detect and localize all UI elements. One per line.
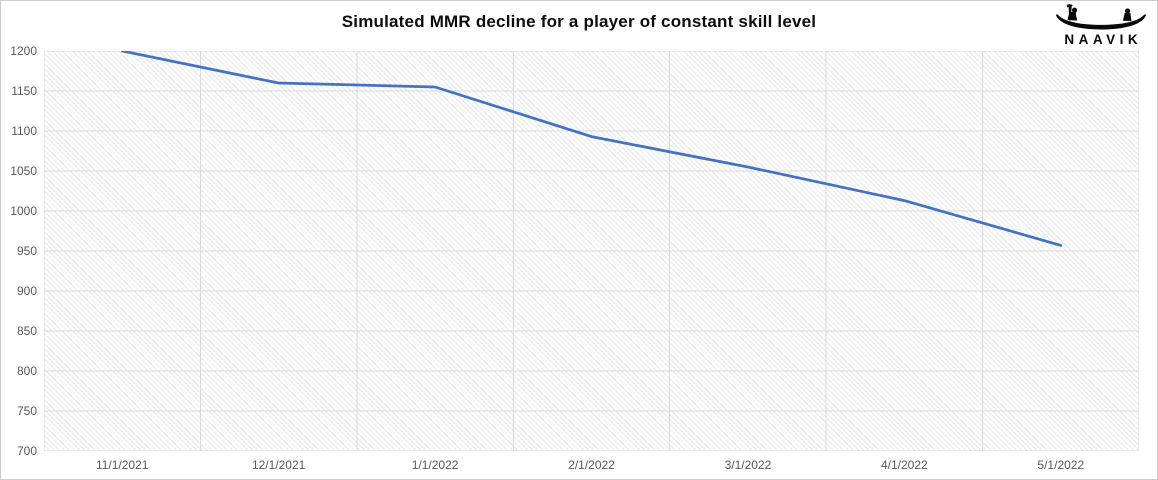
mmr-line-chart <box>44 51 1139 451</box>
series-line-simulated-mmr <box>120 51 1063 247</box>
y-tick-label: 750 <box>16 404 37 418</box>
y-tick-label: 1000 <box>10 204 37 218</box>
y-tick-label: 1200 <box>10 44 37 58</box>
x-tick-label: 3/1/2022 <box>724 458 772 472</box>
y-tick-label: 900 <box>16 284 37 298</box>
x-tick-label: 4/1/2022 <box>880 458 928 472</box>
y-tick-label: 1100 <box>11 124 37 138</box>
y-tick-label: 950 <box>16 244 37 258</box>
chart-title: Simulated MMR decline for a player of co… <box>341 12 817 31</box>
boat-logo-icon <box>1050 4 1152 32</box>
y-tick-label: 850 <box>16 324 37 338</box>
y-tick-label: 700 <box>16 444 37 458</box>
y-tick-label: 1050 <box>10 164 37 178</box>
x-tick-label: 11/1/2021 <box>95 458 149 472</box>
y-tick-label: 800 <box>16 364 37 378</box>
x-tick-label: 1/1/2022 <box>411 458 459 472</box>
y-tick-label: 1150 <box>11 84 37 98</box>
naavik-logo: NAAVIK <box>1050 4 1152 47</box>
brand-name: NAAVIK <box>1064 32 1143 47</box>
x-tick-label: 5/1/2022 <box>1037 458 1085 472</box>
x-tick-label: 12/1/2021 <box>251 458 306 472</box>
x-tick-label: 2/1/2022 <box>568 458 615 472</box>
plot-area <box>44 51 1139 451</box>
